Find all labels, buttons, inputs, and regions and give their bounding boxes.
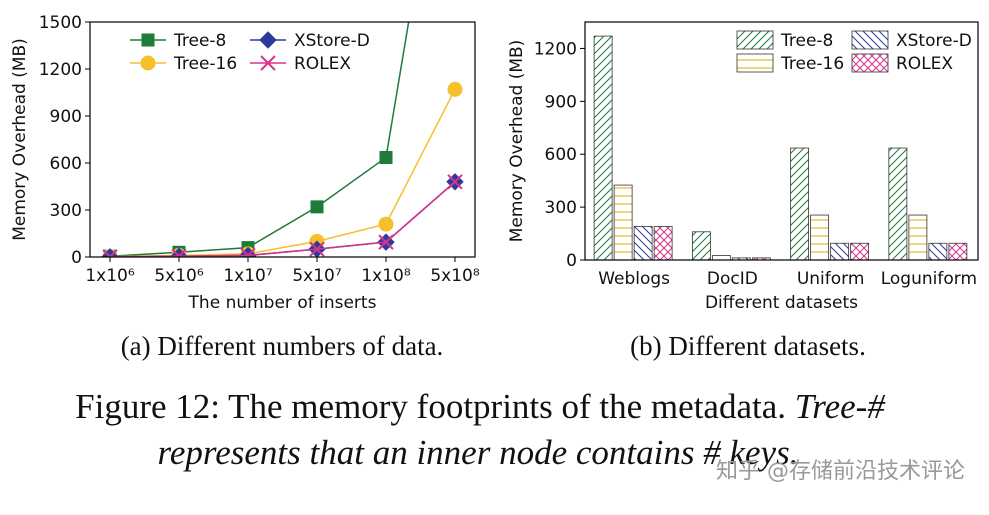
marker [309, 241, 325, 257]
bar [633, 226, 653, 261]
marker [447, 81, 463, 97]
series-line [109, 181, 456, 257]
bar [711, 255, 731, 261]
marker [141, 33, 155, 47]
y-tick-label: 600 [545, 145, 577, 165]
legend-label: ROLEX [294, 54, 351, 74]
legend-label: XStore-D [896, 31, 972, 51]
plot-frame [89, 21, 476, 258]
chart: 0 300 600 900 1200 Memory Overhead (MB) Differ… [507, 21, 979, 361]
legend-label: Tree-16 [780, 54, 844, 74]
bar [613, 184, 633, 261]
legend-label: XStore-D [294, 31, 370, 51]
y-tick-label: 900 [545, 92, 577, 112]
legend-label: Tree-8 [173, 31, 226, 51]
legend-swatch [736, 30, 774, 50]
watermark: 知乎 @存储前沿技术评论 [716, 459, 965, 484]
marker [260, 55, 276, 71]
x-tick-label: Weblogs [598, 269, 670, 289]
figure-caption: Figure 12: The memory footprints of the … [75, 387, 886, 426]
y-tick-label: 1200 [39, 60, 82, 80]
y-tick-label: 1500 [39, 13, 82, 33]
caption-italic: Tree-# [795, 387, 887, 426]
marker [170, 247, 188, 257]
y-tick-label: 600 [50, 154, 82, 174]
bar [790, 147, 810, 261]
bar [928, 242, 948, 261]
marker [101, 248, 119, 257]
y-tick-label: 300 [50, 201, 82, 221]
subcaption: (a) Different numbers of data. [121, 331, 444, 361]
x-tick-label: 1x10⁷ [223, 266, 273, 286]
marker [378, 234, 394, 250]
x-axis-title: Different datasets [705, 293, 858, 313]
y-tick-label: 300 [545, 198, 577, 218]
legend-label: Tree-16 [173, 54, 237, 74]
caption-line2: represents that an inner node contains #… [158, 433, 799, 472]
bar [830, 242, 850, 261]
bar [908, 214, 928, 261]
bar [948, 242, 968, 261]
x-tick-label: 5x10⁷ [292, 266, 342, 286]
series-line [109, 181, 456, 257]
marker [171, 248, 187, 257]
x-tick-label: 1x10⁶ [85, 266, 135, 286]
marker [379, 151, 393, 165]
series-line [109, 89, 456, 257]
marker [240, 247, 256, 257]
y-tick-label: 0 [71, 248, 82, 268]
marker [140, 55, 156, 71]
plot [101, 22, 464, 257]
plot-frame [584, 21, 979, 261]
bar [593, 35, 613, 261]
bar [691, 231, 711, 261]
chart: 0 300 600 900 1200 1500 Memory Overhead (MB) Th… [10, 13, 480, 361]
subcaption: (b) Different datasets. [630, 331, 866, 361]
x-tick-label: DocID [707, 269, 758, 289]
y-axis-title: Memory Overhead (MB) [10, 38, 30, 241]
x-tick-label: Uniform [797, 269, 865, 289]
marker [378, 216, 394, 232]
y-tick-label: 900 [50, 107, 82, 127]
y-axis-title: Memory Overhead (MB) [507, 40, 527, 243]
x-tick-label: 5x10⁶ [154, 266, 204, 286]
bar [810, 214, 830, 261]
legend-swatch [736, 53, 774, 73]
bar [653, 226, 673, 261]
legend-label: Tree-8 [780, 31, 833, 51]
legend-swatch [851, 30, 889, 50]
marker [447, 174, 463, 190]
legend-swatch [851, 53, 889, 73]
x-tick-label: 1x10⁸ [361, 266, 411, 286]
caption-text: Figure 12: The memory footprints of the … [75, 387, 786, 426]
marker [259, 31, 277, 49]
x-axis-title: The number of inserts [188, 293, 377, 313]
series-line [109, 22, 410, 257]
x-tick-label: Loguniform [881, 269, 977, 289]
bar [888, 147, 908, 261]
bar [850, 242, 870, 261]
legend-label: ROLEX [896, 54, 953, 74]
x-tick-label: 5x10⁸ [430, 266, 480, 286]
y-tick-label: 0 [566, 251, 577, 271]
marker [310, 200, 324, 214]
y-tick-label: 1200 [534, 39, 577, 59]
